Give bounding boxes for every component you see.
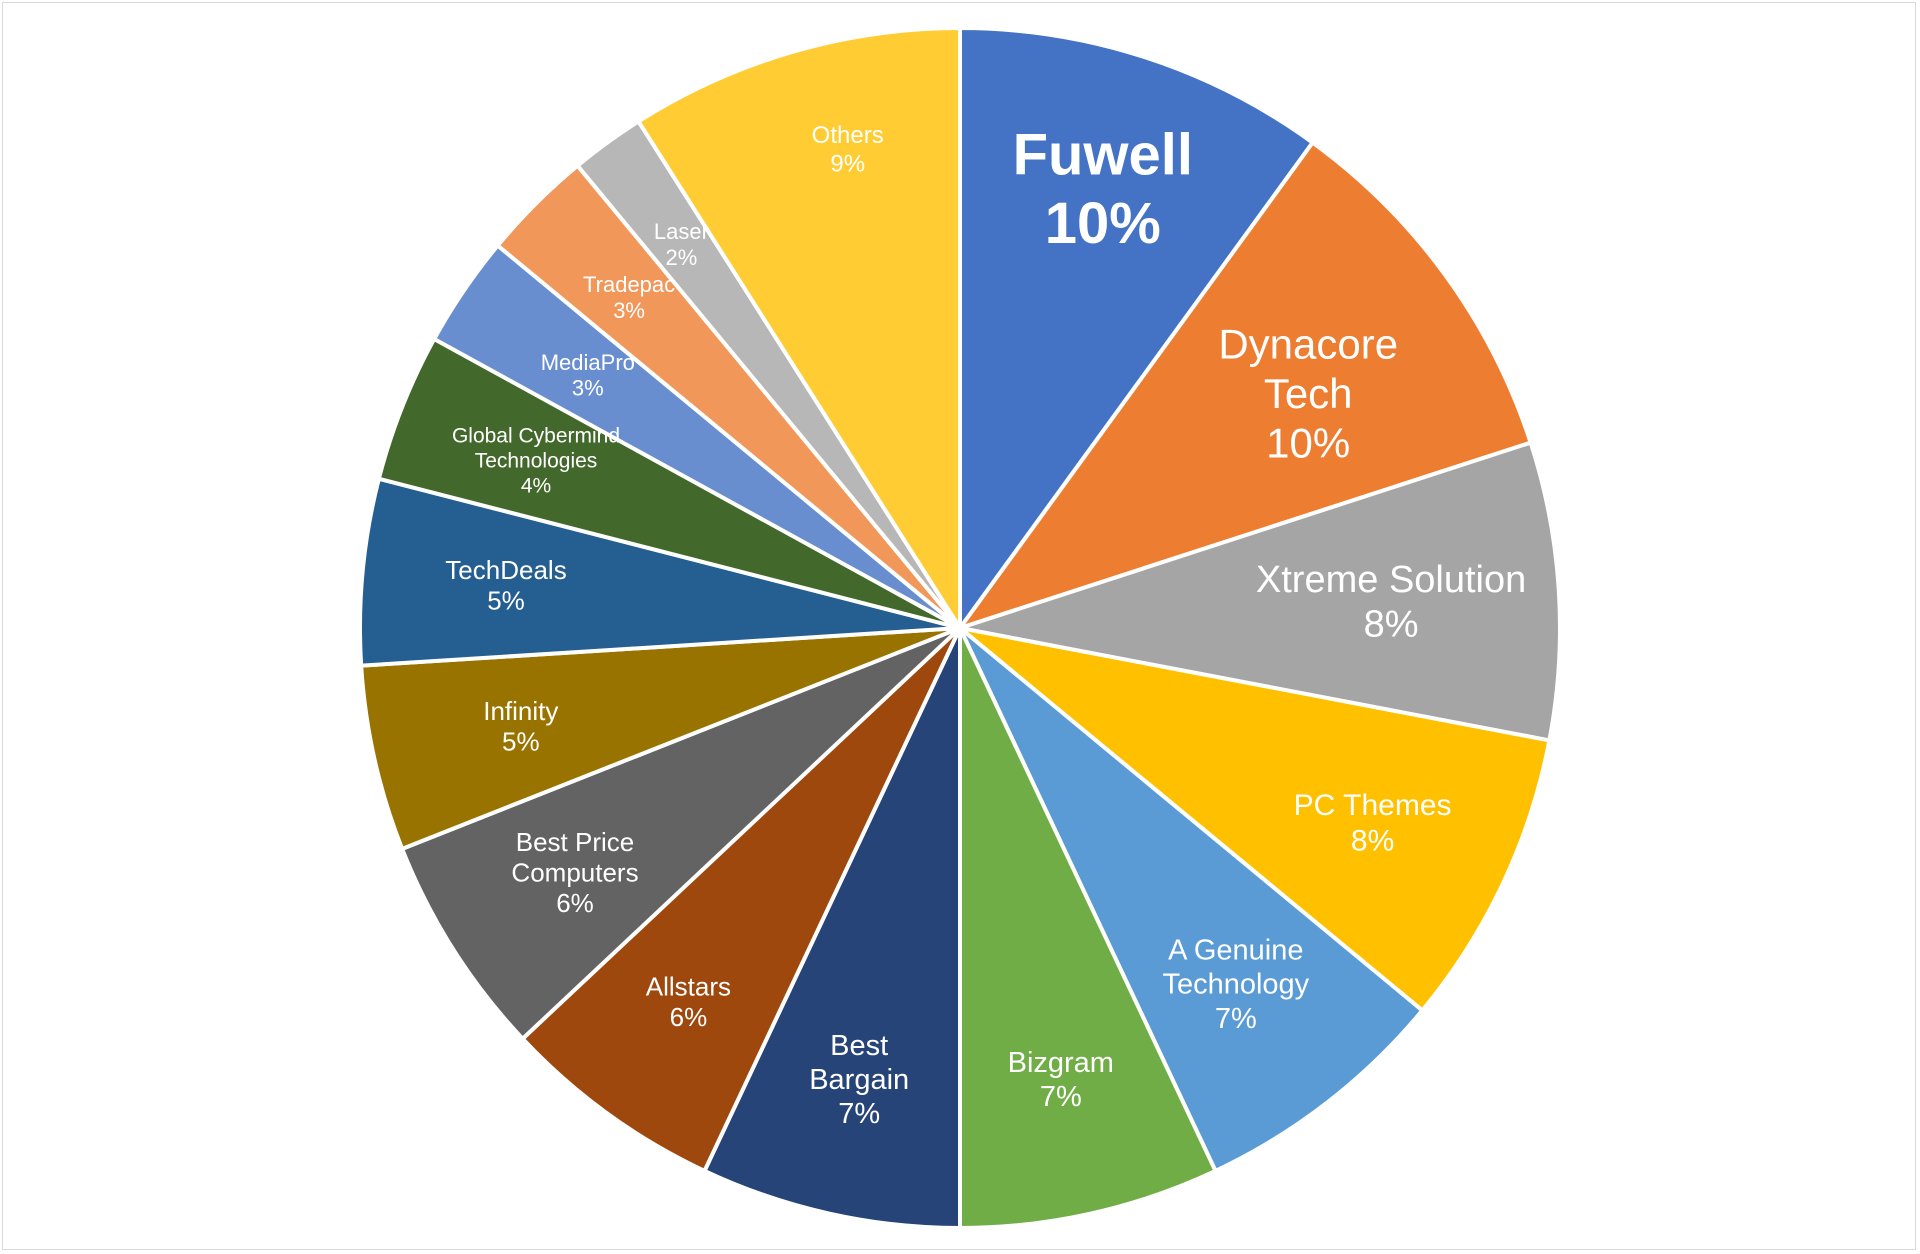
slice-name: Bizgram <box>1008 1047 1114 1079</box>
slice-percent: 5% <box>502 727 540 757</box>
slice-name: Dynacore <box>1218 320 1398 367</box>
slice-label-bizgram: Bizgram 7% <box>1008 1047 1114 1113</box>
slice-label-fuwell: Fuwell 10% <box>1013 123 1193 256</box>
slice-name: Xtreme Solution <box>1256 559 1526 601</box>
pie-slice-pc-themes <box>958 626 1552 1013</box>
slice-percent: 8% <box>1364 604 1419 646</box>
slice-name: Best Price <box>516 827 635 857</box>
slice-name: TechDeals <box>445 555 566 585</box>
slice-percent: 3% <box>613 298 645 323</box>
slice-label-infinity: Infinity 5% <box>483 696 558 757</box>
slice-label-global-cybermind-technologies: Global Cybermind Technologies 4% <box>452 425 620 498</box>
slice-name: Allstars <box>646 972 731 1002</box>
slice-label-others: Others 9% <box>812 122 884 177</box>
slice-label-xtreme-solution: Xtreme Solution 8% <box>1256 559 1526 646</box>
slice-percent: 4% <box>521 474 551 497</box>
slice-name: Fuwell <box>1013 123 1193 188</box>
pie-slice-a-genuine-technology <box>958 626 1425 1173</box>
slice-percent: 6% <box>670 1002 708 1032</box>
pie-slice-others <box>636 26 962 630</box>
slice-name: Technologies <box>475 450 598 473</box>
slice-name: MediaPro <box>541 350 635 375</box>
pie-slice-allstars <box>520 626 962 1173</box>
slice-label-tradepac: Tradepac 3% <box>583 272 675 323</box>
pie-slice-best-price-computers <box>400 626 962 1041</box>
slice-label-dynacore-tech: Dynacore Tech 10% <box>1218 320 1398 466</box>
slice-percent: 5% <box>487 586 525 616</box>
slice-name: Technology <box>1162 969 1309 1001</box>
slice-label-mediapro: MediaPro 3% <box>541 350 635 401</box>
pie-slice-infinity <box>359 626 962 851</box>
slice-percent: 6% <box>556 888 594 918</box>
slice-labels: Fuwell 10%Dynacore Tech 10%Xtreme Solution 8… <box>445 122 1526 1130</box>
slice-label-a-genuine-technology: A Genuine Technology 7% <box>1162 935 1309 1035</box>
slice-name: A Genuine <box>1168 935 1303 967</box>
pie-slice-dynacore-tech <box>958 140 1533 630</box>
slice-name: Global Cybermind <box>452 425 620 448</box>
slice-label-techdeals: TechDeals 5% <box>445 555 566 616</box>
slice-label-best-price-computers: Best Price Computers 6% <box>511 827 638 918</box>
slice-label-best-bargain: Best Bargain 7% <box>809 1030 909 1130</box>
slice-name: Computers <box>511 857 638 887</box>
slice-percent: 10% <box>1266 419 1350 466</box>
slice-percent: 3% <box>572 376 604 401</box>
slice-name: Tech <box>1264 370 1353 417</box>
pie-slice-bizgram <box>958 626 1218 1230</box>
slice-name: Bargain <box>809 1064 909 1096</box>
slice-percent: 7% <box>1215 1003 1257 1035</box>
slice-name: Infinity <box>483 696 558 726</box>
slice-percent: 2% <box>666 245 698 270</box>
pie-chart: Fuwell 10%Dynacore Tech 10%Xtreme Solution 8… <box>357 26 1562 1230</box>
slice-label-laser: Laser 2% <box>654 219 709 270</box>
slice-name: PC Themes <box>1294 789 1452 822</box>
slice-name: Tradepac <box>583 272 675 297</box>
pie-slice-xtreme-solution <box>958 440 1562 743</box>
slice-label-allstars: Allstars 6% <box>646 972 731 1033</box>
slice-percent: 7% <box>1040 1081 1082 1113</box>
slice-percent: 7% <box>838 1098 880 1130</box>
pie-slice-techdeals <box>357 476 962 668</box>
slice-percent: 8% <box>1351 824 1394 857</box>
pie-slice-best-bargain <box>702 626 962 1230</box>
pie-slice-fuwell <box>958 26 1315 630</box>
slice-name: Others <box>812 122 884 149</box>
slice-name: Laser <box>654 219 709 244</box>
slice-label-pc-themes: PC Themes 8% <box>1294 789 1452 857</box>
slice-percent: 9% <box>830 151 865 178</box>
slice-name: Best <box>830 1030 888 1062</box>
slice-percent: 10% <box>1045 191 1161 256</box>
